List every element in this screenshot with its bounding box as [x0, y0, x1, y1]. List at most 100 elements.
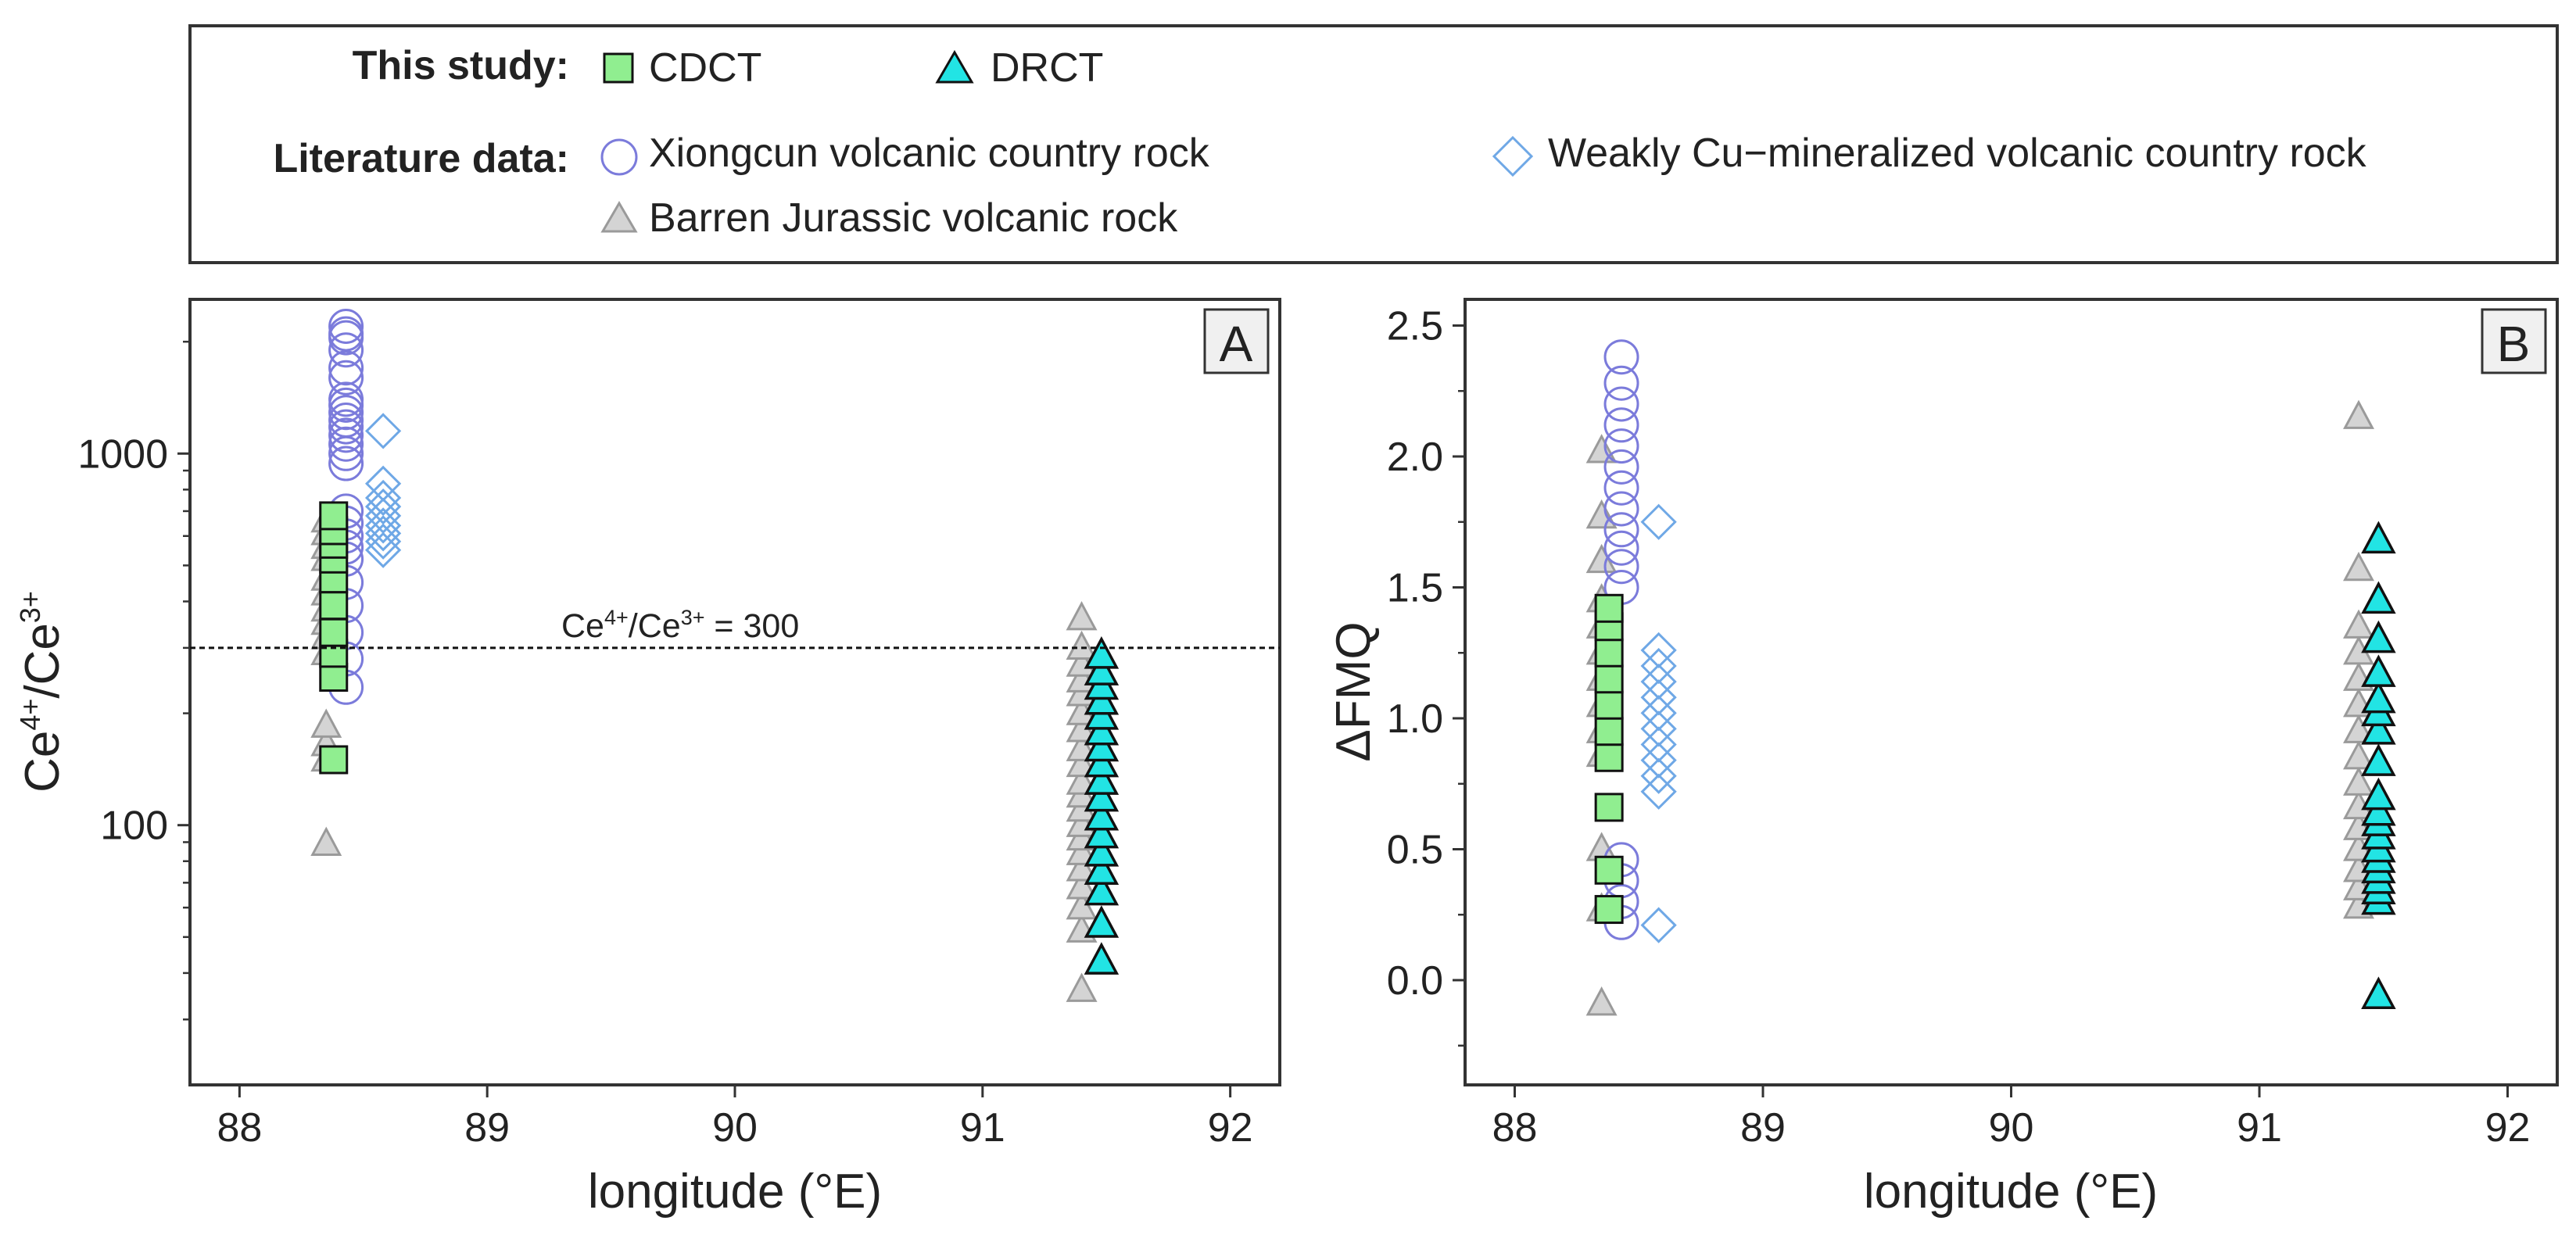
panel-b-cdct-point: [1594, 593, 1624, 623]
panel-b-drct-point: [2361, 654, 2396, 687]
panel-b-barren-point: [1585, 499, 1618, 529]
panel-a-drct-point: [1084, 653, 1120, 685]
panel-a-xiongcun-point: [328, 350, 364, 386]
panel-b-ytick-label: 2.5: [1387, 304, 1443, 349]
panel-a-barren-point: [1066, 601, 1098, 631]
panel-a-badge-box: [1203, 308, 1270, 374]
panel-a-drct-point: [1084, 797, 1120, 831]
panel-b-weakly-point: [1640, 742, 1677, 778]
panel-b-weakly-point: [1640, 663, 1677, 700]
panel-b-weakly-point: [1640, 773, 1677, 810]
panel-a-drct-point: [1084, 852, 1120, 885]
panel-b-cdct-point: [1594, 793, 1624, 822]
panel-b-weakly-point: [1640, 695, 1677, 732]
ref-label-sup2: 3+: [681, 606, 705, 629]
panel-b-weakly-point: [1640, 907, 1677, 943]
legend: This study: Literature data: CDCT DRCT X…: [188, 24, 2559, 264]
panel-a-frame: [188, 298, 1281, 1086]
legend-barren-marker: [600, 201, 638, 233]
panel-b-ticks: 88 89 90 91 92 0.0 0.5 1.0 1.5 2.0 2.5: [1387, 304, 2531, 1151]
panel-a-weakly-point: [364, 523, 402, 560]
panel-a-xiongcun-point: [328, 446, 364, 481]
panel-b-cdct-point: [1594, 638, 1624, 668]
legend-drct-label: DRCT: [991, 45, 1103, 91]
legend-cdct-label: CDCT: [649, 45, 761, 91]
legend-weakly-label: Weakly Cu−mineralized volcanic country r…: [1548, 131, 2367, 176]
panel-b-xiongcun-point: [1603, 339, 1639, 375]
panel-a-cdct-point: [319, 617, 349, 647]
panel-b-drct-point: [2361, 743, 2396, 776]
panel-b-xiongcun-point: [1603, 470, 1639, 506]
panel-b-ytick-label: 0.5: [1387, 828, 1443, 873]
panel-b-xtick-label: 90: [1989, 1105, 2034, 1151]
ref-label-tail: = 300: [704, 607, 799, 645]
panel-b-badge-box: [2481, 308, 2547, 374]
panel-a-weakly-point: [364, 515, 402, 552]
panel-b-xtick-label: 91: [2237, 1105, 2282, 1151]
panel-b-weakly-point: [1640, 679, 1677, 716]
panel-a-ytick-label: 1000: [77, 431, 168, 477]
panel-b-xiongcun-point: [1603, 428, 1639, 464]
panel-a-barren-point: [1066, 630, 1098, 660]
panel-a-weakly-point: [364, 479, 402, 517]
legend-this-study-label: This study:: [353, 43, 569, 88]
panel-b-xiongcun-point: [1603, 549, 1639, 585]
panel-b-ytick-label: 2.0: [1387, 435, 1443, 480]
panel-a-ytick-label: 100: [100, 804, 168, 849]
panel-a-drct-point: [1084, 872, 1120, 906]
panel-a-xiongcun-point: [328, 409, 364, 445]
panel-b-barren-point: [2343, 399, 2374, 429]
panel-a-xtick-label: 91: [960, 1105, 1005, 1151]
panel-b-barren-point: [2343, 551, 2374, 582]
ref-label-mid: /Ce: [629, 607, 681, 645]
panel-b-xiongcun-point: [1603, 512, 1639, 548]
panel-a-xiongcun-point: [328, 308, 364, 344]
panel-a-points: [310, 308, 1120, 1002]
panel-b-drct-point: [2361, 793, 2396, 826]
panel-b-frame: [1464, 298, 2559, 1086]
panel-b-cdct-point: [1594, 895, 1624, 925]
legend-drct-marker: [935, 50, 974, 84]
panel-a-xiongcun-point: [328, 403, 364, 438]
panel-a-barren-point: [310, 826, 342, 856]
panel-b-weakly-point: [1640, 726, 1677, 763]
reference-line-label: Ce4+/Ce3+ = 300: [561, 606, 799, 645]
panel-b-cdct-point: [1594, 743, 1624, 772]
panel-a-barren-point: [310, 708, 342, 738]
legend-literature-label: Literature data:: [273, 136, 569, 181]
panel-b-xlabel: longitude (°E): [1864, 1165, 2158, 1219]
panel-a-cdct-point: [319, 501, 349, 531]
ylabel-sup2: 3+: [14, 591, 46, 623]
panel-b-weakly-point: [1640, 632, 1677, 669]
legend-cdct-marker: [603, 52, 634, 84]
panel-b-weakly-point: [1640, 647, 1677, 685]
panel-b-drct-point: [2361, 521, 2396, 554]
panel-b-xiongcun-point: [1603, 530, 1639, 566]
legend-frame: [188, 24, 2559, 264]
panel-a-xtick-label: 88: [217, 1105, 262, 1151]
panel-b: 88 89 90 91 92 0.0 0.5 1.0 1.5 2.0 2.5 B longitude…: [1327, 298, 2559, 1219]
panel-b-ytick-label: 0.0: [1387, 958, 1443, 1004]
panel-a-drct-point: [1084, 778, 1120, 812]
panel-a-drct-point: [1084, 762, 1120, 795]
panel-b-badge: B: [2497, 316, 2531, 372]
panel-a-xiongcun-point: [328, 395, 364, 431]
panel-b-ytick-label: 1.0: [1387, 696, 1443, 742]
panel-a-xiongcun-point: [328, 332, 364, 368]
ylabel-base: Ce: [16, 731, 70, 793]
panel-a-xiongcun-point: [328, 316, 364, 352]
panel-a-weakly-point: [364, 497, 402, 535]
panel-b-cdct-point: [1594, 717, 1624, 746]
panel-b-barren-point: [2343, 609, 2374, 639]
panel-a-badge: A: [1220, 316, 1253, 372]
panel-a-weakly-point: [364, 488, 402, 525]
legend-barren-label: Barren Jurassic volcanic rock: [649, 195, 1178, 241]
panel-a-cdct-point: [319, 591, 349, 621]
panel-b-drct-point: [2361, 680, 2396, 714]
panel-a-xtick-label: 92: [1208, 1105, 1253, 1151]
panel-b-drct-point: [2361, 581, 2396, 614]
panel-a-drct-point: [1084, 942, 1120, 975]
panel-b-drct-point: [2361, 712, 2396, 745]
panel-a-weakly-point: [364, 413, 402, 449]
